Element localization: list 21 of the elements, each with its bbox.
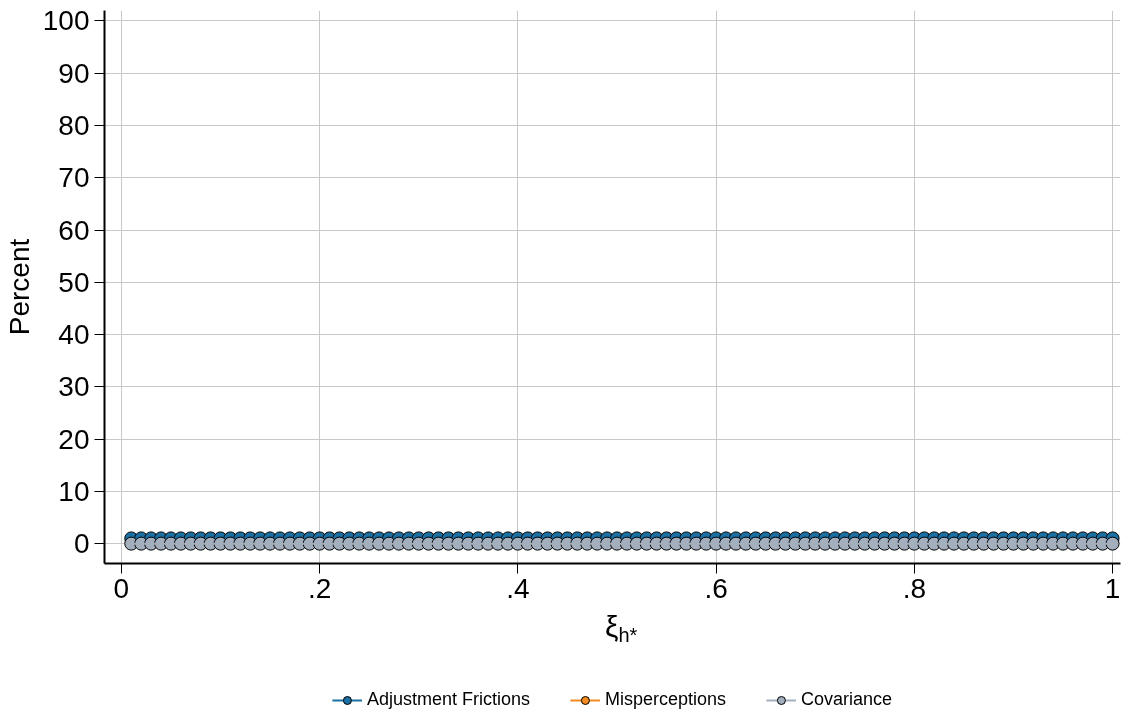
y-tick-label: 80 <box>58 109 90 141</box>
y-tick-label: 0 <box>73 528 90 560</box>
x-tick-label: .6 <box>704 572 728 604</box>
y-tick-label: 40 <box>58 319 90 351</box>
y-tick-label: 70 <box>58 162 90 194</box>
y-tick-label: 30 <box>58 371 90 403</box>
y-tick-label: 100 <box>42 5 90 37</box>
x-tick-label: .2 <box>307 572 332 604</box>
x-tick-label: .8 <box>902 572 927 604</box>
y-tick-label: 60 <box>58 214 90 246</box>
x-tick-label: .4 <box>506 572 530 604</box>
y-tick-label: 20 <box>58 423 90 455</box>
y-tick-label: 90 <box>58 57 90 89</box>
x-tick-label: 1 <box>1104 572 1121 604</box>
legend-label: Adjustment Frictions <box>366 689 530 710</box>
legend-label: Covariance <box>801 689 893 710</box>
x-tick-label: 0 <box>113 572 130 604</box>
y-tick-label: 50 <box>58 266 90 298</box>
y-tick-label: 10 <box>58 475 90 507</box>
legend-label: Misperceptions <box>604 689 727 710</box>
y-axis-title: Percent <box>3 238 35 336</box>
